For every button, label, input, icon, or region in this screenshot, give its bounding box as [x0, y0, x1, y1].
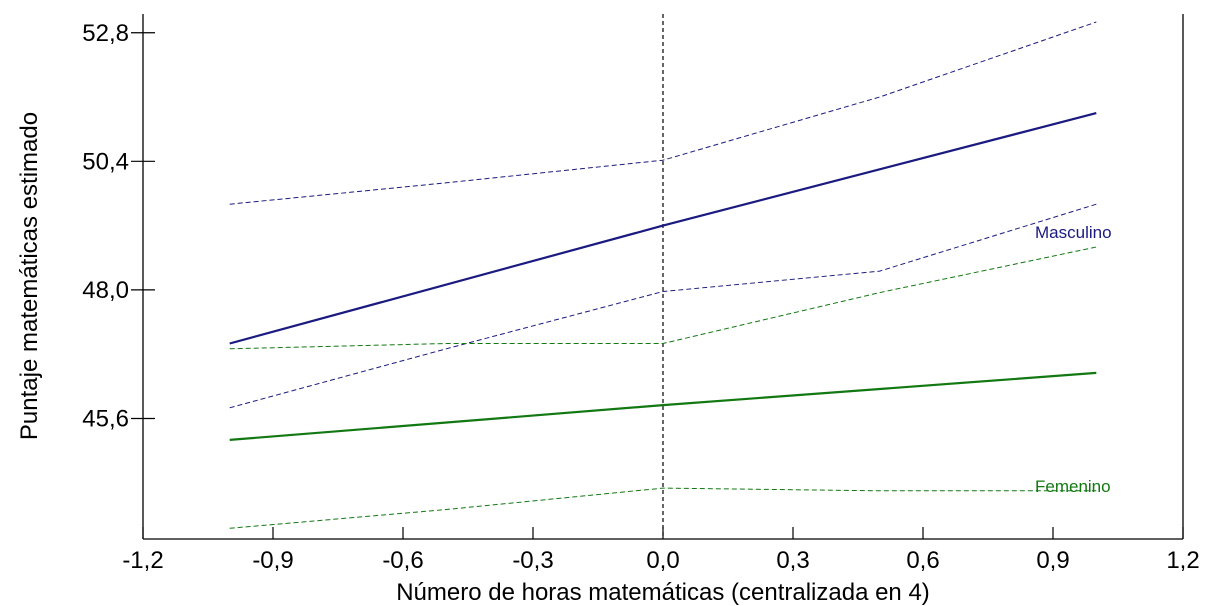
series-band-2	[229, 203, 1097, 409]
x-tick-label: -0,3	[512, 547, 553, 574]
y-tick-label: 50,4	[82, 148, 129, 175]
x-tick-label: -1,2	[122, 547, 163, 574]
x-tick-label: 1,2	[1166, 547, 1199, 574]
x-tick-label: 0,9	[1036, 547, 1069, 574]
y-tick-label: 48,0	[82, 277, 129, 304]
series-band-5	[229, 487, 1097, 529]
series-line-masculino	[229, 112, 1097, 345]
x-tick-label: 0,0	[646, 547, 679, 574]
series-band-4	[229, 246, 1097, 350]
series-lines	[229, 21, 1097, 529]
labels: -1,2 -0,9 -0,6 -0,3 0,0 0,3 0,6 0,9 1,2 45,6 48,0 5…	[16, 20, 1200, 606]
series-label-femenino: Femenino	[1035, 477, 1111, 496]
series-line-femenino	[229, 371, 1097, 441]
series-label-masculino: Masculino	[1035, 223, 1112, 242]
x-tick-label: 0,3	[776, 547, 809, 574]
x-tick-label: 0,6	[906, 547, 939, 574]
y-axis-title: Puntaje matemáticas estimado	[16, 112, 43, 440]
x-tick-label: -0,9	[252, 547, 293, 574]
y-tick-label: 52,8	[82, 20, 129, 47]
x-tick-label: -0,6	[382, 547, 423, 574]
axes	[131, 14, 1184, 540]
series-band-1	[229, 21, 1097, 205]
y-tick-label: 45,6	[82, 405, 129, 432]
x-axis-title: Número de horas matemáticas (centralizad…	[396, 579, 930, 606]
